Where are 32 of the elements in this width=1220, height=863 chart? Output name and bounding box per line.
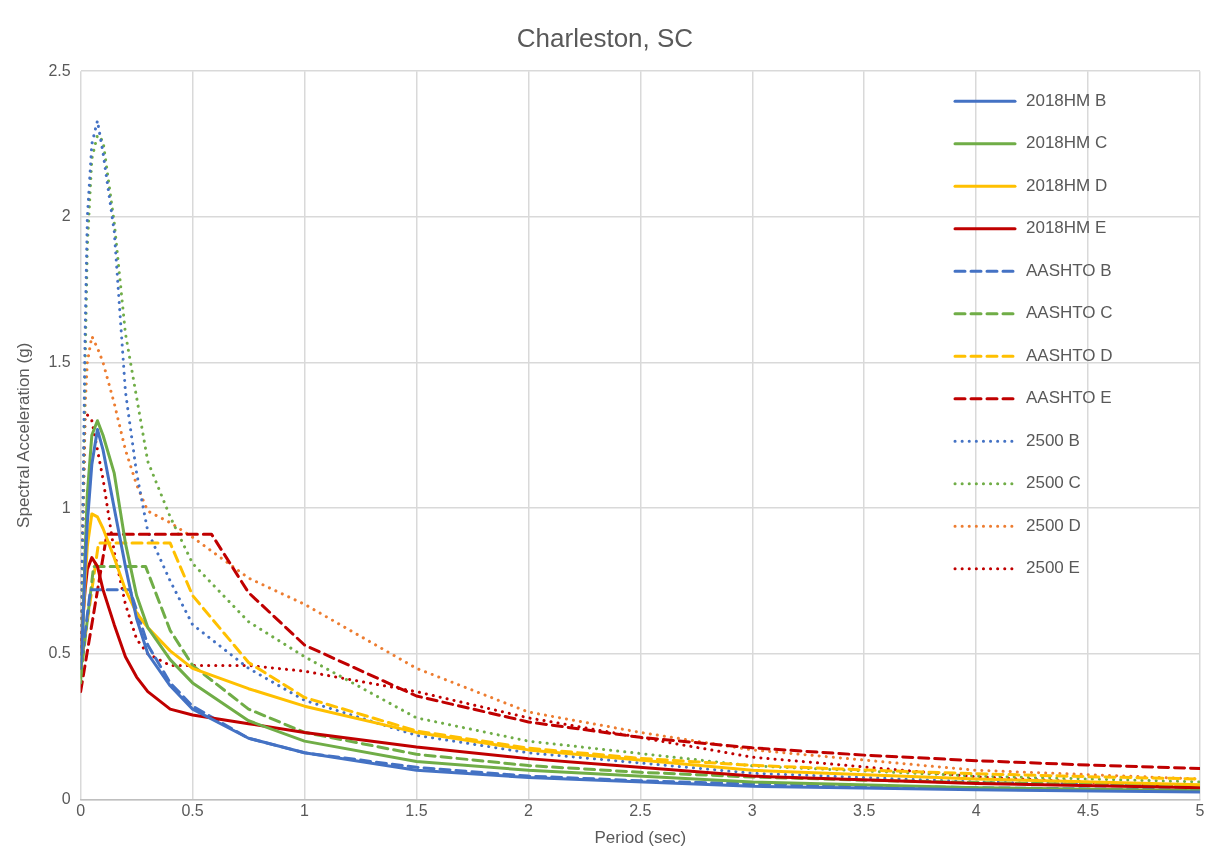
legend-label: AASHTO B: [1026, 260, 1112, 280]
x-tick-label: 1: [300, 802, 310, 820]
legend-label: 2018HM C: [1026, 133, 1108, 153]
x-tick-label: 1.5: [405, 802, 428, 820]
x-tick-label: 4.5: [1076, 802, 1100, 820]
y-tick-label: 0: [61, 789, 71, 807]
y-tick-label: 2.5: [48, 61, 71, 79]
legend-label: 2500 B: [1026, 430, 1080, 450]
x-tick-label: 3: [747, 802, 757, 820]
legend-label: AASHTO D: [1026, 345, 1113, 365]
y-tick-label: 0.5: [48, 644, 71, 662]
legend-label: 2500 D: [1026, 515, 1081, 535]
x-axis-title: Period (sec): [594, 828, 687, 848]
legend-label: AASHTO E: [1026, 388, 1112, 408]
x-tick-label: 0.5: [181, 802, 204, 820]
legend-label: AASHTO C: [1026, 303, 1113, 323]
y-axis-title: Spectral Acceleration (g): [13, 342, 33, 528]
legend-label: 2018HM D: [1026, 175, 1108, 195]
x-tick-label: 2.5: [629, 802, 652, 820]
x-tick-label: 3.5: [853, 802, 876, 820]
legend-label: 2018HM B: [1026, 90, 1107, 110]
legend-label: 2500 E: [1026, 558, 1080, 578]
y-tick-label: 2: [61, 207, 71, 225]
legend-label: 2018HM E: [1026, 218, 1107, 238]
x-tick-label: 0: [76, 802, 86, 820]
y-tick-label: 1: [61, 498, 71, 516]
chart-title: Charleston, SC: [516, 22, 694, 53]
y-tick-label: 1.5: [48, 352, 71, 370]
x-tick-label: 5: [1195, 802, 1205, 820]
x-tick-label: 4: [971, 802, 981, 820]
legend-label: 2500 C: [1026, 473, 1081, 493]
x-tick-label: 2: [523, 802, 533, 820]
